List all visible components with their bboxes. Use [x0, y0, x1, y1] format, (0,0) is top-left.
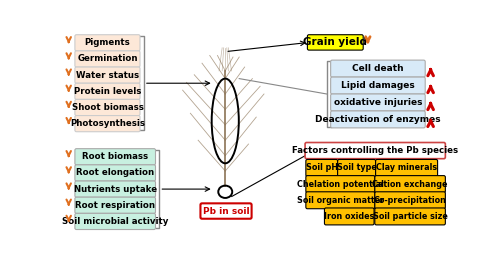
FancyBboxPatch shape — [375, 208, 446, 225]
FancyBboxPatch shape — [75, 51, 140, 67]
Text: Root elongation: Root elongation — [76, 168, 154, 177]
FancyBboxPatch shape — [376, 160, 438, 176]
FancyBboxPatch shape — [330, 94, 425, 111]
Text: Clay minerals: Clay minerals — [376, 163, 437, 173]
FancyBboxPatch shape — [75, 99, 140, 116]
FancyBboxPatch shape — [75, 149, 156, 165]
Text: Soil microbial activity: Soil microbial activity — [62, 217, 168, 226]
Text: Germination: Germination — [77, 55, 138, 63]
Text: Pb in soil: Pb in soil — [202, 207, 250, 215]
FancyBboxPatch shape — [330, 77, 425, 94]
FancyBboxPatch shape — [324, 208, 374, 225]
Text: Cation exchange: Cation exchange — [372, 180, 448, 188]
Text: Factors controlling the Pb species: Factors controlling the Pb species — [292, 146, 458, 155]
Text: Shoot biomass: Shoot biomass — [72, 103, 144, 112]
FancyBboxPatch shape — [200, 203, 252, 219]
FancyBboxPatch shape — [306, 192, 375, 209]
Text: Nutrients uptake: Nutrients uptake — [74, 185, 157, 194]
Text: Root respiration: Root respiration — [75, 201, 155, 210]
FancyBboxPatch shape — [75, 67, 140, 83]
Text: Chelation potential: Chelation potential — [297, 180, 384, 188]
Text: Iron oxides: Iron oxides — [324, 212, 374, 221]
Text: Soil pH: Soil pH — [306, 163, 338, 173]
Text: oxidative injuries: oxidative injuries — [334, 98, 422, 107]
FancyBboxPatch shape — [75, 35, 140, 51]
Text: Photosynthesis: Photosynthesis — [70, 119, 145, 128]
FancyBboxPatch shape — [306, 160, 338, 176]
Text: Cell death: Cell death — [352, 64, 404, 73]
FancyBboxPatch shape — [75, 181, 156, 197]
Text: Co-precipitation: Co-precipitation — [374, 196, 446, 205]
FancyBboxPatch shape — [75, 83, 140, 99]
FancyBboxPatch shape — [330, 60, 425, 77]
FancyBboxPatch shape — [308, 35, 363, 50]
Text: Soil organic matter: Soil organic matter — [297, 196, 384, 205]
FancyBboxPatch shape — [305, 143, 446, 159]
Text: Deactivation of enzymes: Deactivation of enzymes — [315, 115, 440, 124]
Text: Protein levels: Protein levels — [74, 87, 141, 96]
FancyBboxPatch shape — [375, 176, 446, 193]
FancyBboxPatch shape — [75, 165, 156, 181]
FancyBboxPatch shape — [75, 197, 156, 213]
FancyBboxPatch shape — [330, 111, 425, 128]
FancyBboxPatch shape — [306, 176, 375, 193]
FancyBboxPatch shape — [375, 192, 446, 209]
Text: Soil particle size: Soil particle size — [372, 212, 448, 221]
Text: Water status: Water status — [76, 71, 139, 80]
Text: Lipid damages: Lipid damages — [341, 81, 415, 90]
FancyBboxPatch shape — [75, 213, 156, 230]
Text: Grain yield: Grain yield — [304, 38, 368, 48]
Text: Soil type: Soil type — [336, 163, 376, 173]
FancyBboxPatch shape — [338, 160, 376, 176]
Text: Root biomass: Root biomass — [82, 152, 148, 161]
FancyBboxPatch shape — [75, 116, 140, 132]
Text: Pigments: Pigments — [84, 38, 130, 47]
